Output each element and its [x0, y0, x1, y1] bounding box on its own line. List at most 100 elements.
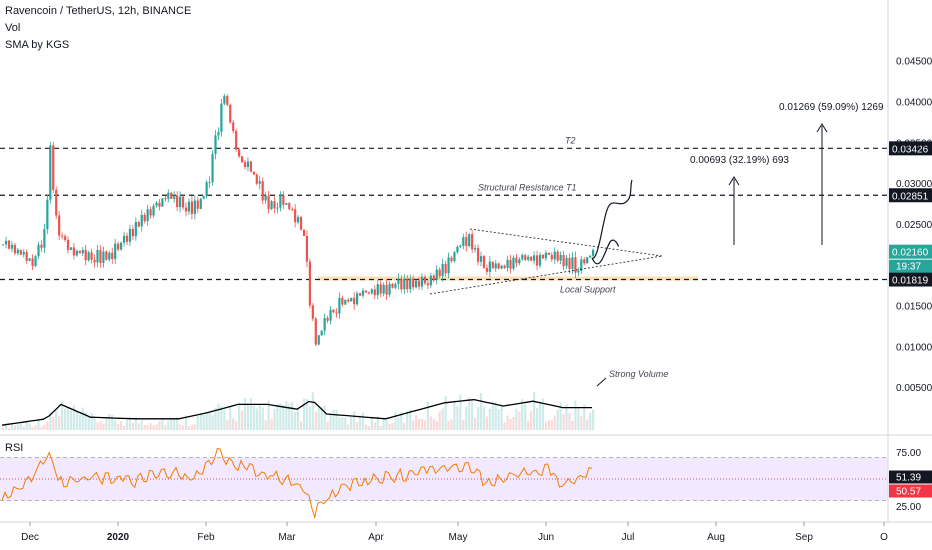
candle-body: [187, 201, 191, 212]
candle-body: [482, 256, 486, 268]
candle-body: [518, 259, 521, 264]
candle-body: [270, 201, 273, 210]
volume-bar: [441, 408, 444, 430]
candle-body: [450, 257, 453, 262]
volume-bar: [10, 424, 14, 430]
current-price-label: 0.02160: [892, 248, 929, 259]
candle-body: [412, 278, 415, 288]
volume-bar: [338, 417, 341, 430]
candle-body: [55, 189, 58, 216]
candle-body: [226, 95, 229, 105]
candle-body: [125, 235, 129, 242]
candle-body: [580, 259, 583, 271]
candle-body: [438, 269, 441, 277]
volume-bar: [199, 412, 202, 430]
level-price-tag: [889, 188, 932, 203]
volume-bar: [420, 418, 424, 430]
volume-bar: [40, 426, 43, 430]
candle-body: [285, 203, 288, 205]
candle-body: [34, 256, 37, 266]
volume-bar: [140, 420, 143, 430]
volume-bar: [471, 399, 474, 430]
candle-body: [28, 258, 31, 261]
volume-bar: [308, 406, 311, 430]
time-tick-label: 2020: [107, 532, 130, 543]
volume-bar: [302, 398, 306, 430]
candle-body: [308, 261, 311, 306]
volume-bar: [75, 410, 78, 430]
volume-bar: [34, 425, 37, 430]
volume-bar: [435, 420, 438, 430]
volume-indicator-label[interactable]: Vol: [5, 22, 21, 34]
volume-bar: [332, 409, 335, 430]
volume-bar: [69, 410, 73, 430]
candle-body: [453, 252, 456, 262]
volume-bar: [267, 400, 270, 430]
candle-body: [347, 299, 350, 302]
volume-bar: [571, 421, 574, 430]
volume-bar: [412, 420, 415, 430]
volume-bar: [179, 424, 182, 430]
candle-body: [238, 149, 241, 157]
volume-bar: [547, 420, 550, 430]
volume-bar: [176, 416, 179, 430]
volume-bar: [7, 427, 11, 430]
candle-body: [146, 209, 149, 222]
volume-bar: [459, 394, 462, 430]
volume-bar: [28, 423, 31, 430]
candle-body: [488, 261, 491, 272]
volume-bar: [282, 404, 285, 430]
time-tick-label: Dec: [21, 532, 39, 543]
candle-body: [485, 267, 488, 272]
candle-body: [364, 290, 368, 293]
symbol-title[interactable]: Ravencoin / TetherUS, 12h, BINANCE: [5, 5, 192, 17]
candle-body: [99, 249, 102, 263]
candle-body: [302, 229, 306, 237]
candle-body: [243, 162, 247, 168]
volume-bar: [240, 410, 244, 430]
volume-bar: [96, 422, 99, 430]
volume-bar: [49, 412, 52, 430]
volume-bar: [465, 406, 468, 430]
volume-bar: [81, 407, 84, 430]
volume-bar: [66, 407, 70, 430]
candle-body: [37, 244, 40, 257]
rsi-value-tag: [889, 470, 932, 484]
rsi-indicator-label[interactable]: RSI: [5, 442, 24, 454]
time-tick-label: Sep: [795, 532, 813, 543]
volume-bar: [385, 419, 388, 430]
candle-body: [137, 222, 140, 227]
candle-body: [22, 252, 25, 255]
volume-bar: [297, 407, 300, 430]
level-price-tag: [889, 141, 932, 156]
price-tick-label: 0.03000: [896, 179, 932, 190]
level-price-label: 0.01819: [892, 276, 929, 287]
candle-body: [344, 299, 347, 305]
candle-body: [223, 95, 226, 104]
countdown-label: 19:37: [896, 262, 921, 273]
arrow-t2-head: [816, 123, 828, 133]
volume-bar: [217, 403, 220, 430]
candle-body: [108, 252, 111, 260]
volume-bar: [273, 408, 276, 430]
candle-body: [409, 278, 412, 290]
candle-body: [102, 251, 105, 263]
candle-body: [264, 195, 267, 201]
volume-bar: [270, 418, 273, 430]
candle-body: [406, 278, 409, 290]
candle-body: [468, 234, 471, 247]
volume-bar: [276, 404, 279, 430]
candle-body: [335, 312, 338, 314]
rsi-value-label-2: 50.57: [896, 487, 921, 498]
volume-bar: [468, 397, 471, 430]
candle-body: [338, 297, 341, 314]
candle-body: [426, 283, 429, 286]
sma-indicator-label[interactable]: SMA by KGS: [5, 39, 70, 51]
volume-bar: [317, 407, 320, 430]
volume-bar: [456, 405, 459, 430]
volume-bar: [99, 420, 102, 430]
volume-bar: [361, 412, 365, 430]
candle-body: [491, 261, 494, 269]
